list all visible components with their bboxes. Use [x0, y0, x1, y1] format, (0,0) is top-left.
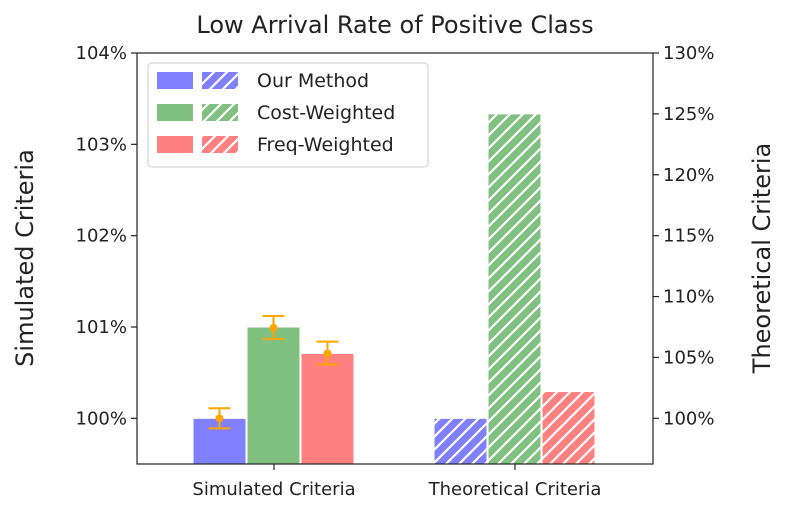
legend-label: Cost-Weighted [257, 102, 395, 124]
bar-theoretical-hatch-our-method [434, 418, 487, 464]
x-tick-label: Simulated Criteria [192, 479, 355, 500]
legend-item-cost-weighted: Cost-Weighted [157, 102, 395, 124]
right-tick-label: 120% [663, 165, 714, 186]
left-tick-label: 100% [76, 408, 127, 429]
legend-label: Our Method [257, 70, 369, 92]
right-tick-label: 115% [663, 226, 714, 247]
bar-simulated-cost-weighted [246, 326, 301, 465]
legend-swatch-hatch-overlay [202, 136, 238, 153]
left-tick-label: 102% [76, 226, 127, 247]
legend-swatch-solid [157, 72, 193, 89]
legend-item-freq-weighted: Freq-Weighted [157, 134, 394, 156]
right-tick-label: 110% [663, 287, 714, 308]
left-tick-label: 104% [76, 43, 127, 64]
right-tick-label: 130% [663, 43, 714, 64]
error-point [269, 323, 278, 332]
bar-simulated-freq-weighted [300, 352, 355, 465]
legend-label: Freq-Weighted [257, 134, 394, 156]
left-tick-label: 103% [76, 134, 127, 155]
legend-swatch-hatch-overlay [202, 104, 238, 121]
plot-frame [136, 52, 654, 465]
bar-theoretical-hatch-cost-weighted [488, 113, 541, 464]
left-axis-label: Simulated Criteria [11, 149, 39, 367]
legend-swatch-hatch-overlay [202, 72, 238, 89]
right-tick-label: 125% [663, 104, 714, 125]
error-bar-freq-weighted [316, 340, 339, 366]
legend-swatch-solid [157, 136, 193, 153]
x-tick-label: Theoretical Criteria [428, 479, 602, 500]
error-bar-our-method [208, 407, 231, 430]
axes: 100% 101% 102% 103% 104% 100% 105% 110% 115% 120%… [76, 43, 715, 500]
right-tick-label: 105% [663, 347, 714, 368]
legend: Our Method Cost-Weighted Freq-Weighted [147, 62, 429, 168]
left-tick-label: 101% [76, 317, 127, 338]
chart-marks [192, 113, 596, 465]
legend-swatch-solid [157, 104, 193, 121]
legend-item-our-method: Our Method [157, 70, 369, 92]
error-point [323, 349, 332, 358]
chart-title: Low Arrival Rate of Positive Class [196, 11, 593, 39]
right-tick-label: 100% [663, 408, 714, 429]
error-point [215, 414, 224, 423]
error-bar-cost-weighted [262, 315, 285, 340]
right-axis-label: Theoretical Criteria [748, 143, 776, 374]
bar-theoretical-hatch-freq-weighted [542, 391, 595, 464]
